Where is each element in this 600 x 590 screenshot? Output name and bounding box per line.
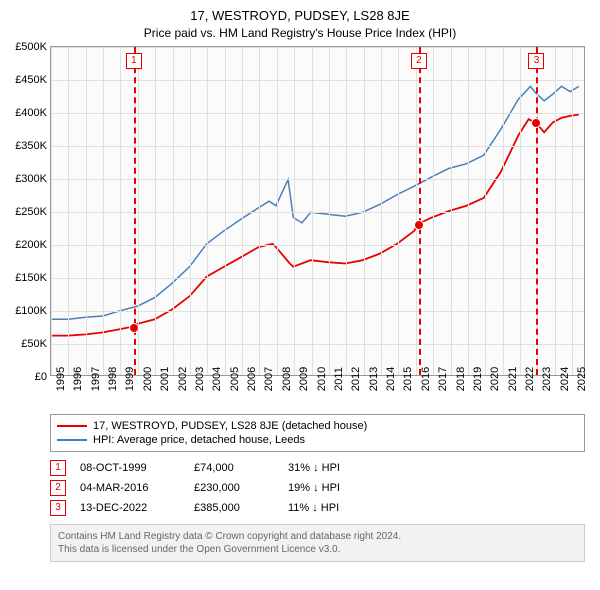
footer-line: Contains HM Land Registry data © Crown c… bbox=[58, 530, 577, 543]
x-axis-label: 2025 bbox=[576, 367, 588, 391]
transaction-diff: 19% ↓ HPI bbox=[288, 482, 388, 494]
x-axis-label: 2022 bbox=[524, 367, 536, 391]
chart-plot-area: £0£50K£100K£150K£200K£250K£300K£350K£400… bbox=[50, 46, 585, 376]
transaction-vline bbox=[536, 47, 538, 375]
x-axis-label: 2014 bbox=[385, 367, 397, 391]
legend-item-hpi: HPI: Average price, detached house, Leed… bbox=[57, 433, 578, 447]
legend-swatch bbox=[57, 439, 87, 441]
x-axis-label: 1998 bbox=[107, 367, 119, 391]
y-axis-label: £250K bbox=[15, 206, 47, 218]
x-axis-label: 2024 bbox=[559, 367, 571, 391]
chart-subtitle: Price paid vs. HM Land Registry's House … bbox=[0, 23, 600, 46]
x-axis-label: 2011 bbox=[333, 367, 345, 391]
y-axis-label: £450K bbox=[15, 74, 47, 86]
transaction-marker: 1 bbox=[126, 53, 142, 69]
transaction-table: 1 08-OCT-1999 £74,000 31% ↓ HPI 2 04-MAR-2016… bbox=[50, 458, 585, 518]
x-axis-label: 2004 bbox=[211, 367, 223, 391]
y-axis-label: £400K bbox=[15, 107, 47, 119]
transaction-diff: 11% ↓ HPI bbox=[288, 502, 388, 514]
transaction-vline bbox=[419, 47, 421, 375]
y-axis-label: £150K bbox=[15, 272, 47, 284]
x-axis-label: 2000 bbox=[142, 367, 154, 391]
x-axis-label: 2003 bbox=[194, 367, 206, 391]
series-line-property bbox=[51, 115, 579, 336]
x-axis-label: 2015 bbox=[402, 367, 414, 391]
x-axis-label: 2008 bbox=[281, 367, 293, 391]
chart-container: 17, WESTROYD, PUDSEY, LS28 8JE Price pai… bbox=[0, 0, 600, 590]
legend-swatch bbox=[57, 425, 87, 427]
transaction-dot bbox=[531, 118, 541, 128]
x-axis-label: 2005 bbox=[229, 367, 241, 391]
x-axis-label: 2002 bbox=[177, 367, 189, 391]
transaction-price: £74,000 bbox=[194, 462, 274, 474]
x-axis-label: 1997 bbox=[90, 367, 102, 391]
x-axis-label: 2019 bbox=[472, 367, 484, 391]
transaction-row: 2 04-MAR-2016 £230,000 19% ↓ HPI bbox=[50, 478, 585, 498]
transaction-price: £385,000 bbox=[194, 502, 274, 514]
transaction-diff: 31% ↓ HPI bbox=[288, 462, 388, 474]
x-axis-label: 1996 bbox=[72, 367, 84, 391]
transaction-index: 2 bbox=[50, 480, 66, 496]
transaction-date: 08-OCT-1999 bbox=[80, 462, 180, 474]
x-axis-label: 2013 bbox=[368, 367, 380, 391]
footer-line: This data is licensed under the Open Gov… bbox=[58, 543, 577, 556]
transaction-marker: 3 bbox=[528, 53, 544, 69]
legend-label: 17, WESTROYD, PUDSEY, LS28 8JE (detached… bbox=[93, 420, 367, 432]
x-axis-label: 2017 bbox=[437, 367, 449, 391]
x-axis-label: 2006 bbox=[246, 367, 258, 391]
x-axis-label: 2007 bbox=[263, 367, 275, 391]
y-axis-label: £350K bbox=[15, 140, 47, 152]
y-axis-label: £50K bbox=[21, 338, 47, 350]
x-axis-label: 2020 bbox=[489, 367, 501, 391]
y-axis-label: £500K bbox=[15, 41, 47, 53]
y-axis-label: £200K bbox=[15, 239, 47, 251]
legend-label: HPI: Average price, detached house, Leed… bbox=[93, 434, 305, 446]
x-axis-label: 2012 bbox=[350, 367, 362, 391]
transaction-marker: 2 bbox=[411, 53, 427, 69]
series-line-hpi bbox=[51, 86, 579, 319]
transaction-date: 04-MAR-2016 bbox=[80, 482, 180, 494]
transaction-dot bbox=[129, 323, 139, 333]
legend-item-property: 17, WESTROYD, PUDSEY, LS28 8JE (detached… bbox=[57, 419, 578, 433]
transaction-index: 1 bbox=[50, 460, 66, 476]
x-axis-label: 2021 bbox=[507, 367, 519, 391]
chart-legend: 17, WESTROYD, PUDSEY, LS28 8JE (detached… bbox=[50, 414, 585, 452]
chart-title: 17, WESTROYD, PUDSEY, LS28 8JE bbox=[0, 0, 600, 23]
y-axis-label: £0 bbox=[35, 371, 47, 383]
y-axis-label: £100K bbox=[15, 305, 47, 317]
attribution-footer: Contains HM Land Registry data © Crown c… bbox=[50, 524, 585, 562]
transaction-index: 3 bbox=[50, 500, 66, 516]
transaction-date: 13-DEC-2022 bbox=[80, 502, 180, 514]
transaction-row: 3 13-DEC-2022 £385,000 11% ↓ HPI bbox=[50, 498, 585, 518]
transaction-price: £230,000 bbox=[194, 482, 274, 494]
y-axis-label: £300K bbox=[15, 173, 47, 185]
x-axis-label: 2016 bbox=[420, 367, 432, 391]
x-axis-label: 2018 bbox=[455, 367, 467, 391]
transaction-dot bbox=[414, 220, 424, 230]
transaction-row: 1 08-OCT-1999 £74,000 31% ↓ HPI bbox=[50, 458, 585, 478]
x-axis-label: 2001 bbox=[159, 367, 171, 391]
x-axis-label: 2023 bbox=[541, 367, 553, 391]
x-axis-label: 1995 bbox=[55, 367, 67, 391]
x-axis-label: 2009 bbox=[298, 367, 310, 391]
x-axis-label: 2010 bbox=[316, 367, 328, 391]
